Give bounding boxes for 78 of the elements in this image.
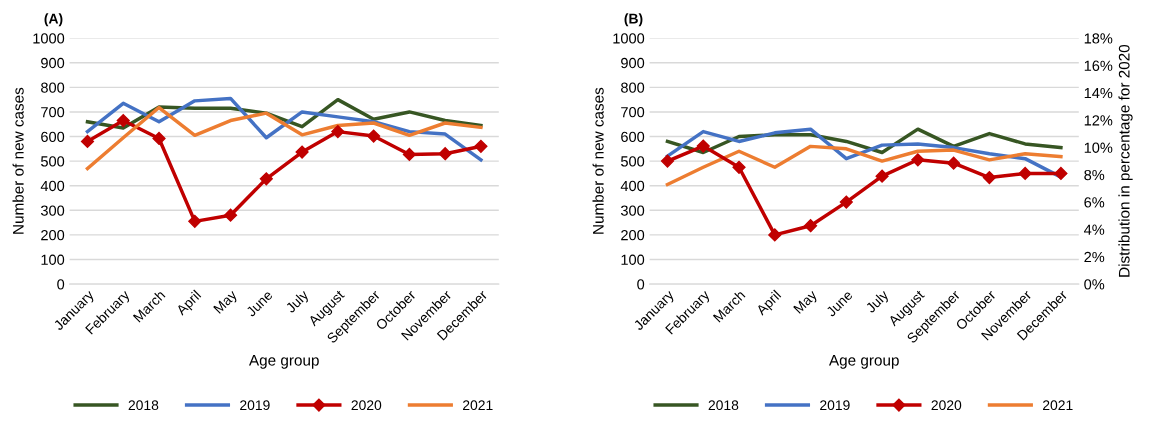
y-tick-label: 100 xyxy=(41,254,65,265)
point xyxy=(911,153,925,167)
point xyxy=(331,125,345,139)
point xyxy=(188,214,202,228)
chart-title: (A) xyxy=(44,13,63,27)
y-tick-label: 1000 xyxy=(33,33,65,44)
y-tick-label: 900 xyxy=(621,57,645,69)
y-tick-label: 900 xyxy=(41,57,65,69)
y2-tick-label: 0% xyxy=(1084,279,1105,290)
x-axis-title: Age group xyxy=(828,355,899,369)
y-tick-label: 400 xyxy=(40,180,65,192)
legend-label: 2020 xyxy=(351,400,382,411)
x-tick-label: May xyxy=(213,289,240,316)
legend-label: 2018 xyxy=(708,400,739,411)
y-tick-label: 300 xyxy=(620,205,645,216)
point xyxy=(696,139,710,153)
y-axis-title: Number of new cases xyxy=(592,87,604,234)
y-tick-label: 400 xyxy=(620,180,645,192)
point xyxy=(295,145,309,159)
y-tick-label: 800 xyxy=(621,82,645,93)
y2-tick-label: 16% xyxy=(1084,60,1113,71)
line-series xyxy=(85,105,483,171)
point xyxy=(875,169,889,183)
y-tick-label: 200 xyxy=(621,230,645,241)
line-series xyxy=(665,144,1063,187)
legend-label: 2021 xyxy=(1043,400,1073,411)
point xyxy=(152,131,166,146)
point xyxy=(402,147,416,162)
y-tick-label: 100 xyxy=(621,254,645,265)
point xyxy=(474,139,488,153)
legend-label: 2018 xyxy=(128,400,159,411)
y2-tick-label: 10% xyxy=(1084,142,1113,153)
legend-label: 2019 xyxy=(820,400,850,411)
point xyxy=(947,156,961,170)
y2-tick-label: 6% xyxy=(1084,197,1105,208)
y-tick-label: 700 xyxy=(41,107,65,118)
y-tick-label: 500 xyxy=(40,156,65,167)
y2-tick-label: 12% xyxy=(1084,115,1113,126)
y2-tick-label: 8% xyxy=(1084,169,1105,181)
point xyxy=(732,160,746,174)
x-tick-label: July xyxy=(284,288,312,316)
point xyxy=(80,134,95,149)
y-tick-label: 800 xyxy=(41,82,65,93)
y2-tick-label: 18% xyxy=(1084,33,1113,44)
legend-label: 2019 xyxy=(240,400,270,411)
y2-tick-label: 4% xyxy=(1084,224,1105,235)
point xyxy=(982,170,996,185)
y-tick-label: 600 xyxy=(41,131,65,142)
point xyxy=(367,129,381,143)
legend-label: 2021 xyxy=(463,400,493,411)
y2-tick-label: 14% xyxy=(1084,87,1113,99)
point xyxy=(839,195,853,209)
point xyxy=(1018,166,1032,181)
x-axis-title: Age group xyxy=(248,355,319,369)
point xyxy=(116,113,130,128)
y-tick-label: 200 xyxy=(41,230,65,241)
point xyxy=(803,219,818,233)
line-series xyxy=(85,96,483,162)
y-tick-label: 0 xyxy=(637,279,645,290)
legend-label: 2020 xyxy=(931,400,962,411)
point xyxy=(223,208,238,222)
y2-tick-label: 2% xyxy=(1084,251,1105,263)
point xyxy=(259,172,273,186)
y-tick-label: 500 xyxy=(620,156,645,167)
y-tick-label: 700 xyxy=(621,107,645,118)
y2-axis-title: Distribution in percentage for 2020 xyxy=(1118,44,1133,277)
x-tick-label: July xyxy=(864,288,892,316)
y-tick-label: 1000 xyxy=(613,33,645,44)
point xyxy=(438,147,452,161)
point xyxy=(768,228,782,242)
point xyxy=(660,154,675,168)
point xyxy=(1054,166,1068,181)
y-axis-title: Number of new cases xyxy=(12,87,24,234)
y-tick-label: 0 xyxy=(57,279,65,290)
x-tick-label: May xyxy=(793,289,820,316)
y-tick-label: 600 xyxy=(621,131,645,142)
y-tick-label: 300 xyxy=(40,205,65,216)
chart-title: (B) xyxy=(624,13,643,27)
